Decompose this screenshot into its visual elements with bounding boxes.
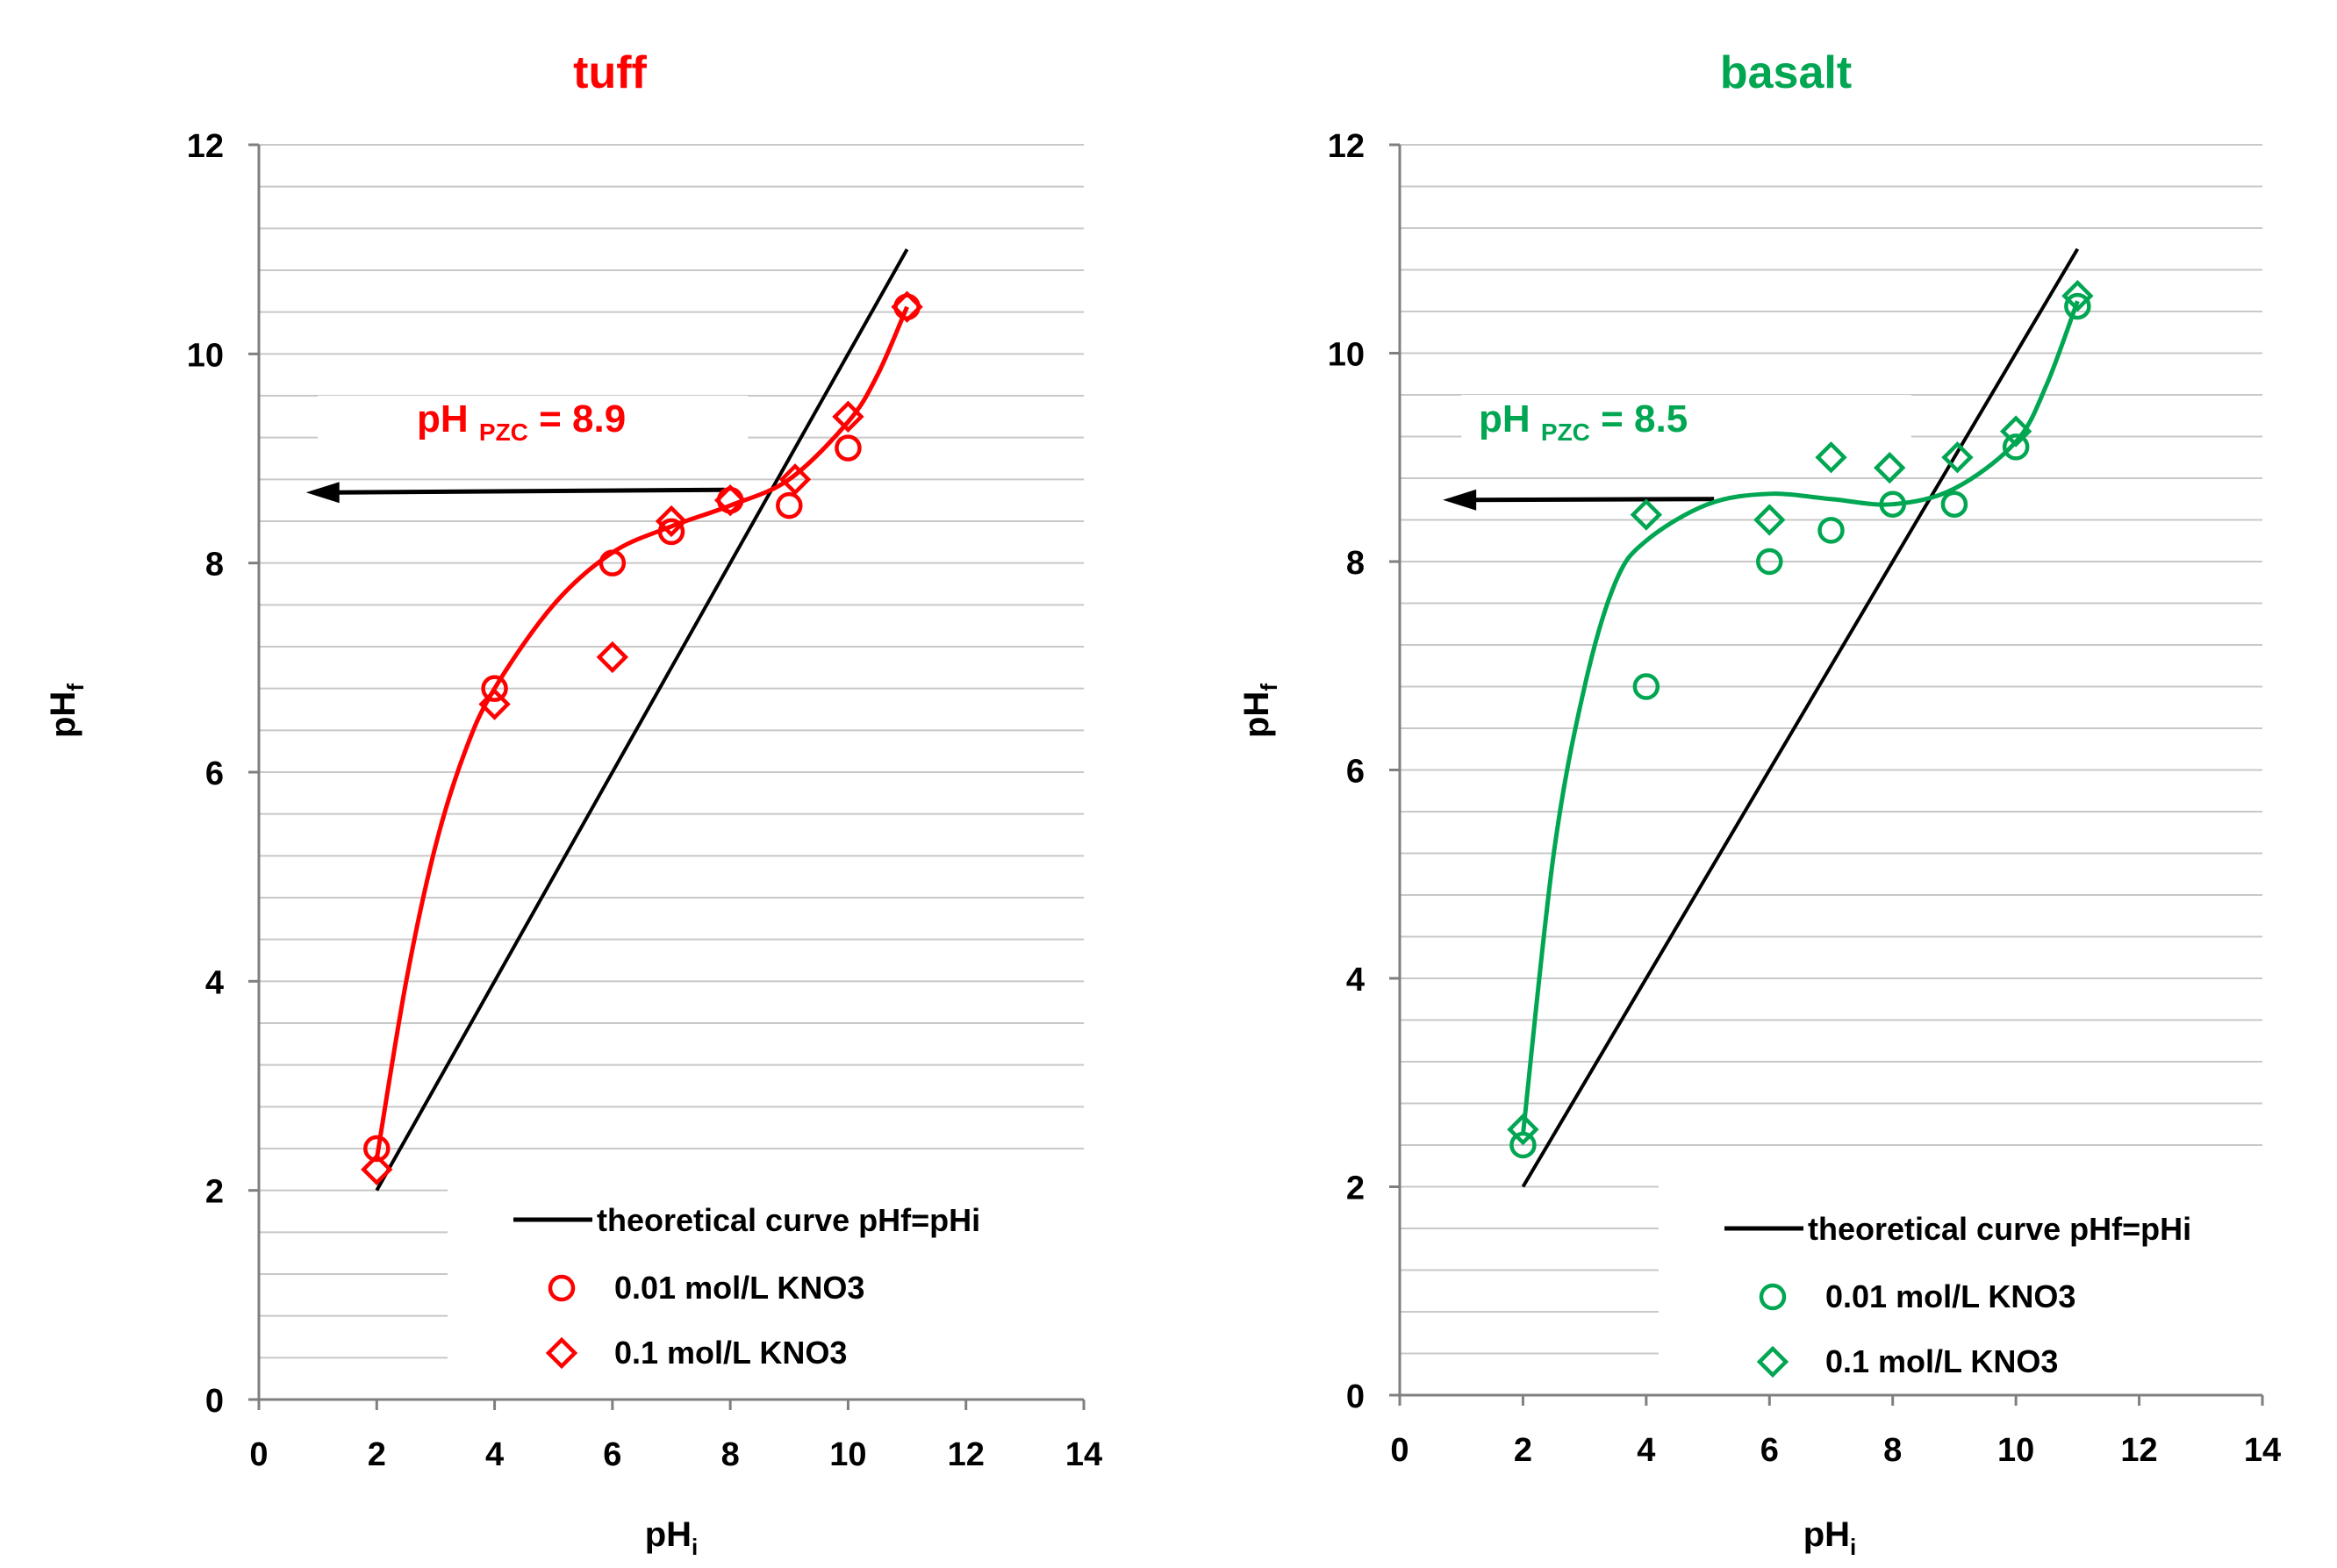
y-tick-label: 2: [1346, 1171, 1365, 1207]
y-tick-label: 10: [1328, 337, 1365, 374]
point-diamond: [1815, 441, 1847, 474]
legend-background: [448, 1176, 1084, 1378]
point-circle: [1817, 517, 1845, 544]
x-tick-label: 2: [1514, 1432, 1532, 1469]
x-tick-label: 0: [249, 1436, 268, 1473]
point-circle: [1509, 1131, 1537, 1159]
point-circle: [481, 675, 508, 702]
y-tick-label: 6: [1346, 754, 1365, 791]
tuff-chart: 0 2 4 6 8 10 12 14 0 2 4 6 8 10 12 pHi pHf tuff pH PZC = 8…: [44, 47, 1102, 1560]
x-tick-label: 10: [1997, 1432, 2034, 1469]
legend-label-0.01: 0.01 mol/L KNO3: [614, 1270, 864, 1306]
pzc-arrowhead: [1443, 489, 1477, 511]
x-tick-label: 6: [1760, 1432, 1779, 1469]
legend-diamond-swatch: [1756, 1345, 1789, 1378]
point-diamond: [778, 463, 812, 496]
legend-background: [1659, 1185, 2262, 1386]
x-tick-label: 0: [1390, 1432, 1409, 1469]
fit-curve: [374, 305, 909, 1160]
y-tick-label: 4: [205, 964, 224, 1001]
point-diamond: [832, 400, 864, 433]
point-circle: [599, 549, 627, 576]
legend-label-theoretical: theoretical curve pHf=pHi: [1808, 1211, 2191, 1247]
y-tick-label: 4: [1346, 962, 1365, 999]
y-axis-label: pHf: [1237, 684, 1282, 738]
y-tick-label: 10: [187, 337, 224, 374]
pzc-arrow-line: [332, 487, 725, 495]
x-axis-label: pHi: [645, 1515, 699, 1560]
point-circle: [1756, 548, 1783, 576]
point-circle: [1632, 673, 1660, 700]
x-tick-label: 12: [2120, 1432, 2157, 1469]
y-tick-label: 12: [187, 128, 224, 165]
pzc-arrow-line: [1469, 497, 1715, 503]
point-diamond: [891, 290, 923, 323]
x-tick-label: 2: [368, 1436, 386, 1473]
point-diamond: [1507, 1113, 1539, 1146]
annotation-background: [318, 396, 749, 469]
point-circle: [776, 491, 803, 519]
legend-circle-swatch: [548, 1274, 576, 1302]
point-diamond: [1941, 441, 1974, 474]
point-circle: [2064, 292, 2091, 320]
x-tick-label: 12: [948, 1436, 985, 1473]
x-tick-label: 14: [1065, 1436, 1102, 1473]
y-tick-label: 8: [205, 547, 224, 584]
legend-label-0.1: 0.1 mol/L KNO3: [1825, 1343, 2058, 1379]
point-circle: [835, 434, 862, 462]
legend-diamond-swatch: [545, 1336, 578, 1370]
point-diamond: [596, 641, 629, 674]
y-tick-label: 0: [1346, 1378, 1365, 1415]
x-tick-label: 8: [1883, 1432, 1902, 1469]
x-tick-label: 6: [603, 1436, 621, 1473]
point-diamond: [478, 688, 511, 720]
point-diamond: [1999, 415, 2032, 447]
point-circle: [363, 1135, 391, 1163]
y-tick-label: 8: [1346, 545, 1365, 582]
y-tick-label: 12: [1328, 128, 1365, 165]
legend-label-0.01: 0.01 mol/L KNO3: [1825, 1278, 2075, 1314]
y-axis-label: pHf: [44, 684, 89, 738]
point-diamond: [361, 1153, 393, 1186]
point-circle: [657, 518, 685, 546]
x-tick-label: 4: [485, 1436, 504, 1473]
legend-circle-swatch: [1759, 1283, 1787, 1311]
pzc-annotation: pH PZC = 8.5: [1479, 397, 1688, 446]
chart-title: basalt: [1720, 47, 1852, 98]
y-tick-label: 0: [205, 1383, 224, 1420]
point-circle: [1879, 490, 1906, 518]
point-circle: [2002, 433, 2030, 461]
point-diamond: [1630, 498, 1663, 531]
chart-title: tuff: [573, 47, 647, 98]
y-tick-label: 2: [205, 1174, 224, 1211]
y-tick-label: 6: [205, 755, 224, 792]
theoretical-line: [375, 248, 909, 1192]
legend-label-theoretical: theoretical curve pHf=pHi: [597, 1202, 980, 1238]
pzc-annotation: pH PZC = 8.9: [417, 397, 626, 446]
x-axis-label: pHi: [1803, 1515, 1857, 1560]
point-diamond: [2061, 280, 2094, 312]
x-tick-label: 14: [2244, 1432, 2281, 1469]
point-circle: [1940, 490, 1968, 518]
theoretical-line: [1521, 247, 2080, 1188]
annotation-background: [1461, 395, 1911, 469]
x-tick-label: 4: [1637, 1432, 1655, 1469]
point-diamond: [1874, 451, 1906, 484]
x-tick-label: 8: [721, 1436, 740, 1473]
point-diamond: [1753, 504, 1786, 536]
pzc-arrowhead: [305, 482, 340, 504]
point-diamond: [655, 505, 688, 538]
legend-label-0.1: 0.1 mol/L KNO3: [614, 1335, 847, 1371]
x-tick-label: 10: [829, 1436, 866, 1473]
point-diamond: [713, 483, 747, 517]
basalt-chart: 0 2 4 6 8 10 12 14 0 2 4 6 8 10 12 pHi pHf basalt pH PZC =…: [1237, 47, 2281, 1560]
